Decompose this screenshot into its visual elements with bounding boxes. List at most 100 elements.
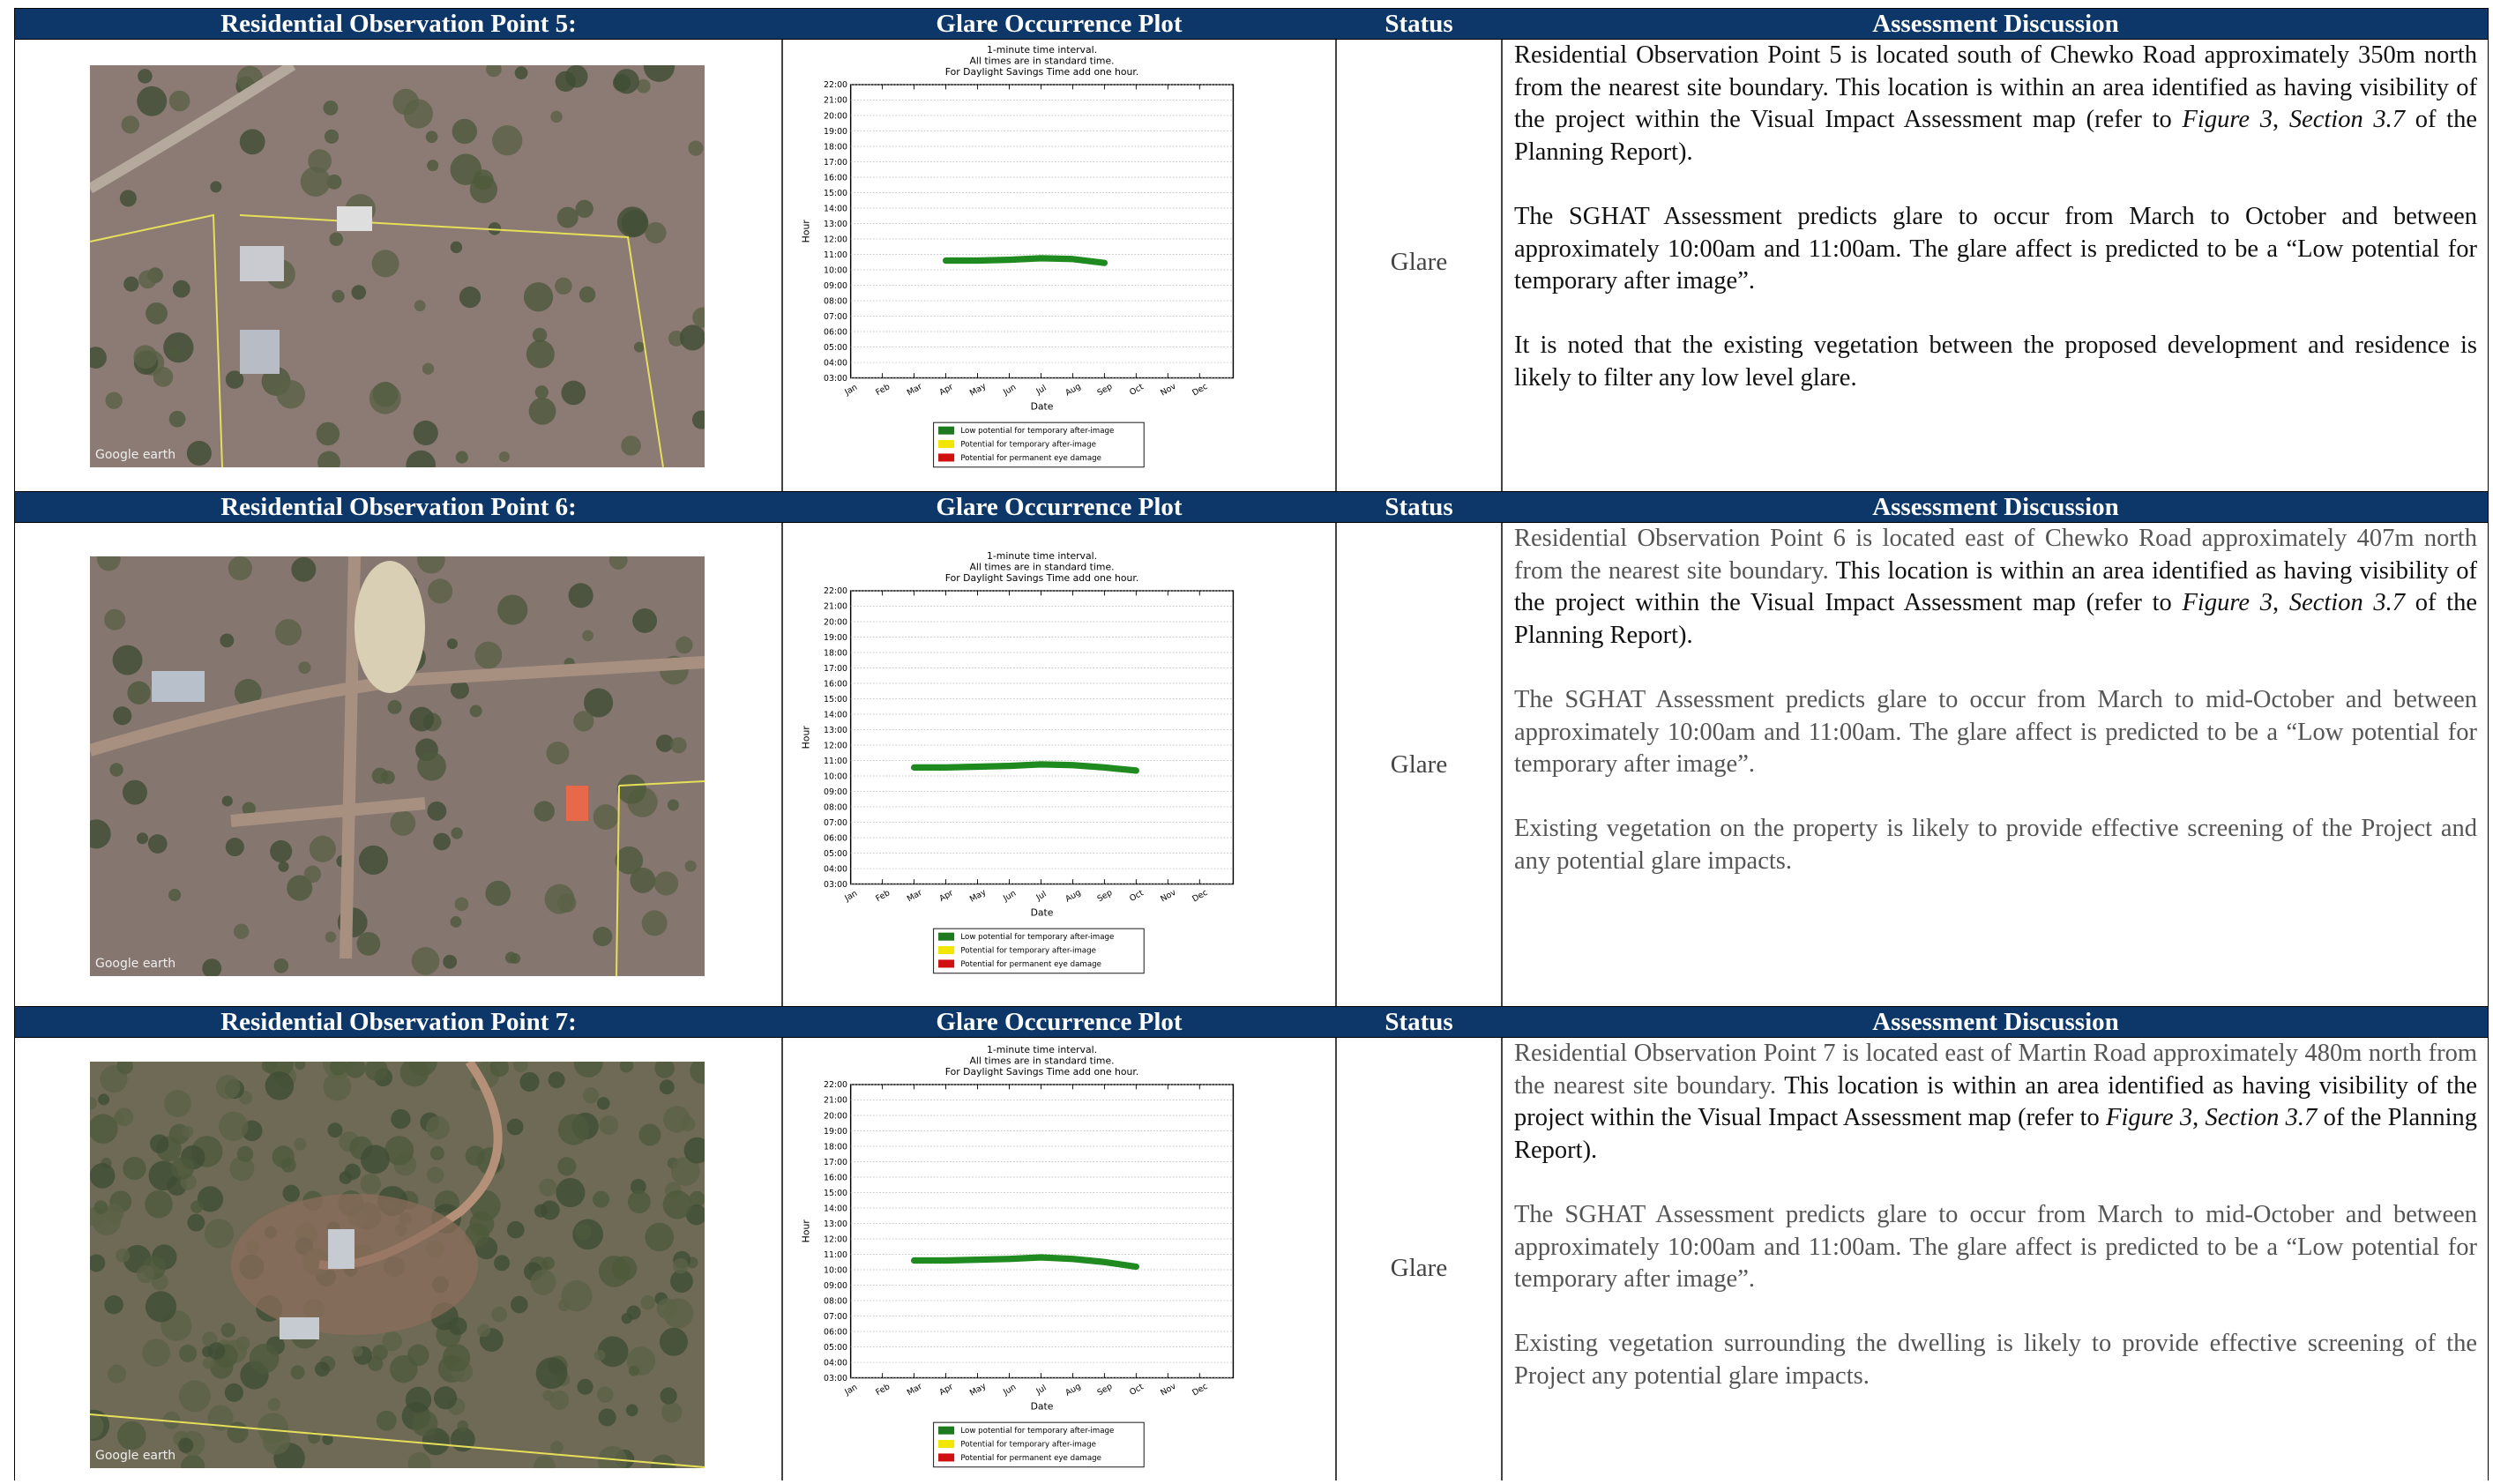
- legend-box: [933, 1421, 1145, 1468]
- tree: [488, 222, 502, 235]
- x-tick-label: Sep: [1096, 1382, 1115, 1398]
- tree: [459, 286, 481, 309]
- y-tick-label: 20:00: [824, 111, 847, 121]
- y-tick-label: 04:00: [824, 864, 847, 874]
- tree: [688, 140, 704, 156]
- tree: [290, 1365, 305, 1380]
- plot-title: For Daylight Savings Time add one hour.: [945, 66, 1139, 78]
- y-tick-label: 15:00: [824, 189, 847, 198]
- tree: [659, 1327, 688, 1356]
- x-tick-label: Jul: [1034, 384, 1048, 398]
- clearing: [355, 561, 425, 693]
- tree: [90, 1254, 106, 1272]
- tree: [689, 1190, 705, 1207]
- tree: [417, 751, 446, 781]
- tree: [557, 1157, 577, 1176]
- glare-band: [910, 1254, 1139, 1271]
- y-tick-label: 17:00: [824, 1158, 847, 1167]
- tree: [112, 645, 143, 675]
- tree: [225, 838, 244, 857]
- tree: [270, 839, 293, 863]
- tree: [452, 118, 478, 145]
- text: The SGHAT Assessment predicts glare to o…: [1514, 685, 2477, 779]
- tree: [573, 711, 594, 732]
- tree: [309, 835, 336, 862]
- plot-area: [849, 84, 1235, 379]
- tree: [136, 1264, 155, 1284]
- tree: [663, 1298, 694, 1329]
- tree: [90, 1096, 98, 1110]
- tree: [228, 556, 253, 581]
- text: ,: [2272, 106, 2289, 134]
- y-tick-label: 05:00: [824, 343, 847, 353]
- legend-swatch: [938, 946, 955, 955]
- tree: [433, 832, 451, 851]
- tree: [636, 78, 651, 93]
- x-tick-label: Jun: [1001, 889, 1018, 904]
- legend-swatch: [938, 1440, 955, 1449]
- discussion: Residential Observation Point 6 is locat…: [1514, 523, 2477, 910]
- header-cell: Glare Occurrence Plot: [936, 493, 1183, 521]
- tree: [291, 556, 317, 582]
- tree: [616, 774, 647, 804]
- tree: [692, 307, 705, 328]
- tree: [382, 1331, 402, 1352]
- y-tick-label: 14:00: [824, 710, 847, 720]
- legend-swatch: [938, 426, 955, 435]
- tree: [474, 641, 503, 669]
- tree: [90, 1163, 116, 1189]
- tree: [407, 1452, 431, 1468]
- text: Section 3.7: [2205, 1104, 2318, 1132]
- tree: [628, 1365, 639, 1376]
- y-tick-label: 19:00: [824, 633, 847, 643]
- tree: [417, 556, 445, 574]
- tree: [661, 1402, 683, 1423]
- text: Section 3.7: [2288, 106, 2406, 134]
- tree: [429, 1145, 444, 1160]
- tree: [220, 633, 235, 648]
- text: of the Planning Report).: [1514, 589, 2478, 649]
- text: Existing vegetation surrounding the dwel…: [1514, 1330, 2477, 1390]
- content-row: Glare Residential Observation Point 5 is…: [14, 40, 2489, 491]
- tree: [534, 385, 549, 399]
- tree: [90, 347, 107, 369]
- tree: [358, 845, 389, 875]
- tree: [556, 893, 577, 913]
- tree: [427, 1167, 444, 1184]
- legend-label: Low potential for temporary after-image: [960, 427, 1114, 436]
- plot-title: All times are in standard time.: [970, 1055, 1115, 1066]
- tree: [179, 1344, 198, 1362]
- tree: [561, 380, 586, 406]
- tree: [169, 347, 181, 358]
- x-tick-label: Dec: [1191, 1382, 1209, 1398]
- tree: [148, 1160, 179, 1191]
- tree: [295, 1062, 306, 1070]
- x-tick-label: Oct: [1128, 888, 1146, 904]
- tree: [632, 608, 658, 633]
- header-cell: Assessment Discussion: [1872, 1008, 2119, 1036]
- tree: [187, 1213, 205, 1232]
- tree: [433, 1386, 458, 1410]
- y-tick-label: 11:00: [824, 757, 847, 766]
- content-row: Glare Residential Observation Point 7 is…: [14, 1038, 2489, 1480]
- tree: [575, 199, 593, 218]
- tree: [504, 951, 518, 964]
- tree: [275, 619, 302, 646]
- y-tick-label: 10:00: [824, 1265, 847, 1275]
- text: Existing vegetation on the property is l…: [1514, 815, 2477, 875]
- x-tick-label: Nov: [1159, 888, 1178, 905]
- tree: [376, 1410, 397, 1431]
- tree: [427, 160, 439, 172]
- tree: [104, 1294, 123, 1315]
- y-tick-label: 21:00: [824, 96, 847, 106]
- tree: [322, 1434, 333, 1445]
- plot-title: All times are in standard time.: [970, 55, 1115, 66]
- legend-label: Potential for permanent eye damage: [960, 454, 1101, 463]
- legend-label: Potential for temporary after-image: [960, 440, 1096, 449]
- tree: [638, 1123, 661, 1146]
- tree: [535, 1357, 568, 1390]
- axis-label: Hour: [801, 220, 812, 243]
- legend-swatch: [938, 959, 955, 968]
- tree: [229, 1156, 255, 1182]
- tree: [577, 1378, 593, 1395]
